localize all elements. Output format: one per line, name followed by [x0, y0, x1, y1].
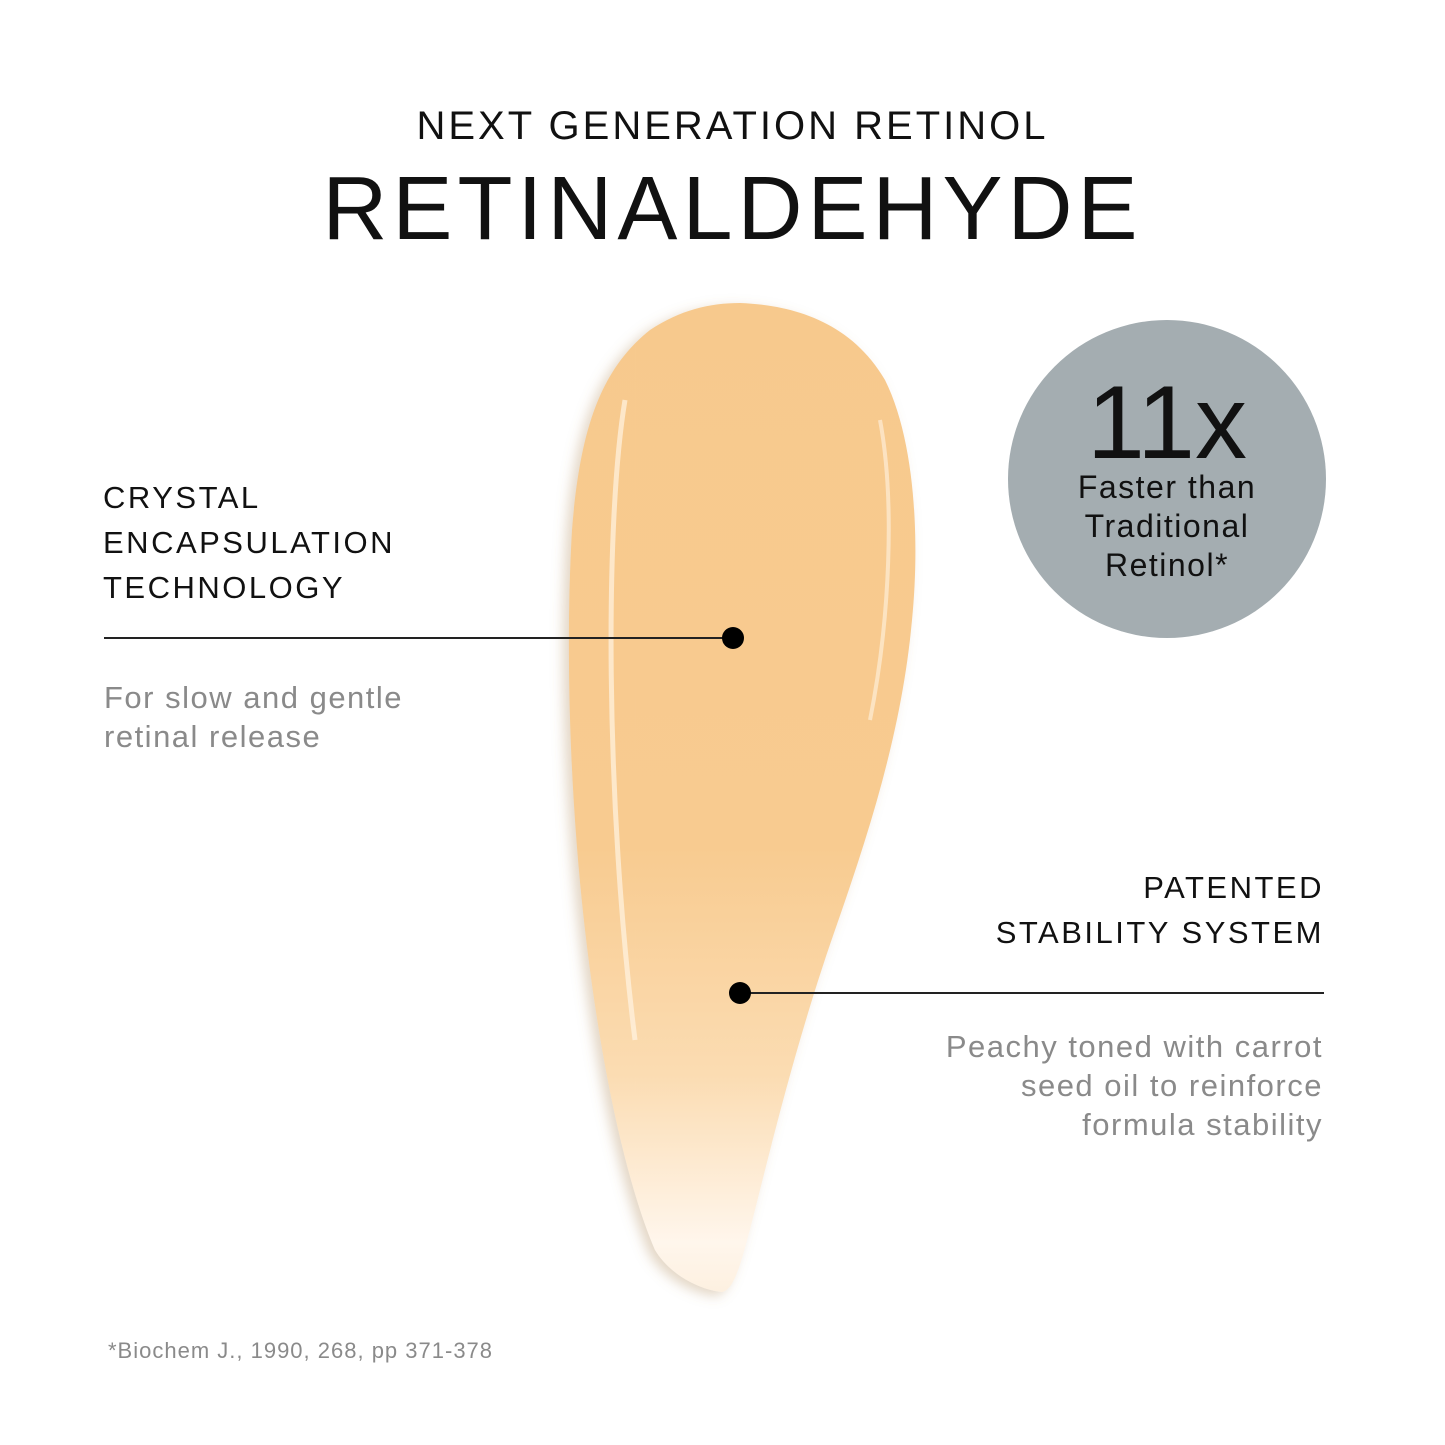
right-description-line: Peachy toned with carrot — [945, 1029, 1323, 1064]
badge-value: 11x — [1087, 365, 1247, 481]
left-description: For slow and gentle retinal release — [104, 678, 403, 756]
footnote: *Biochem J., 1990, 268, pp 371-378 — [108, 1338, 494, 1363]
right-leader-line — [741, 992, 1324, 994]
left-description-line: For slow and gentle — [104, 680, 404, 715]
badge-line: Traditional — [1084, 508, 1250, 544]
right-heading-line: PATENTED — [1143, 870, 1324, 905]
left-description-line: retinal release — [104, 719, 322, 754]
left-marker-dot — [722, 627, 744, 649]
left-heading: CRYSTAL ENCAPSULATION TECHNOLOGY — [103, 475, 395, 610]
right-description: Peachy toned with carrot seed oil to rei… — [946, 1027, 1323, 1144]
swatch-shape — [568, 303, 916, 1292]
right-marker-dot — [729, 982, 751, 1004]
right-description-line: formula stability — [1082, 1107, 1323, 1142]
right-description-line: seed oil to reinforce — [1020, 1068, 1323, 1103]
badge-text: Faster than Traditional Retinol* — [1008, 468, 1326, 585]
right-heading: PATENTED STABILITY SYSTEM — [996, 865, 1324, 955]
right-heading-line: STABILITY SYSTEM — [995, 915, 1324, 950]
badge-line: Faster than — [1077, 469, 1257, 505]
left-heading-line: TECHNOLOGY — [103, 570, 346, 605]
left-heading-line: CRYSTAL — [103, 480, 261, 515]
badge-line: Retinol* — [1104, 547, 1230, 583]
supertitle: NEXT GENERATION RETINOL — [416, 104, 1049, 148]
left-leader-line — [104, 637, 734, 639]
speed-badge: 11x Faster than Traditional Retinol* — [1008, 320, 1326, 638]
left-heading-line: ENCAPSULATION — [103, 525, 396, 560]
page-title: RETINALDEHYDE — [322, 159, 1143, 259]
